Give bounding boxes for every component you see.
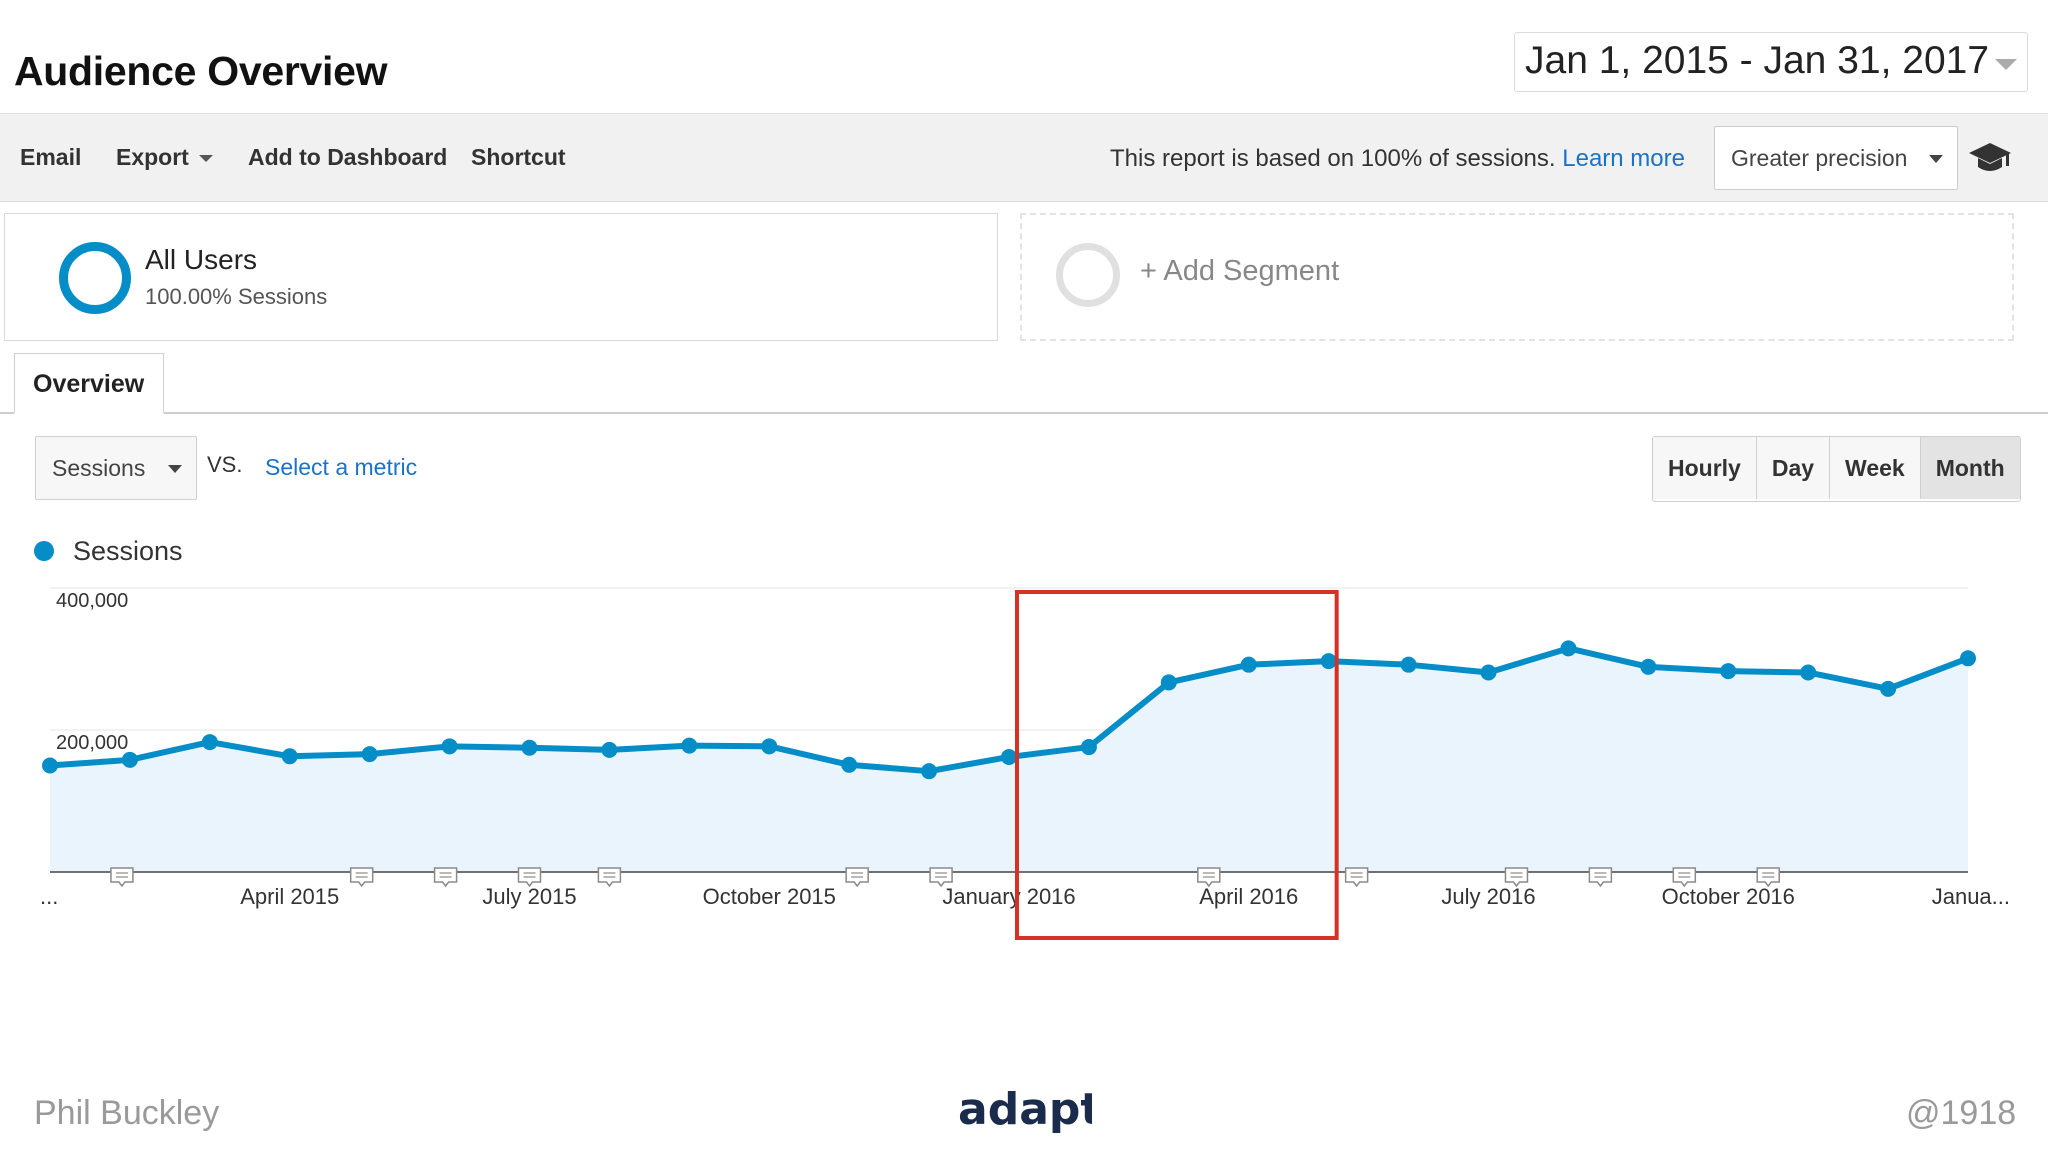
segment-sessions-percent: 100.00% Sessions: [145, 284, 328, 309]
legend-marker: [34, 541, 54, 561]
y-tick-label-1: 400,000: [56, 590, 128, 612]
page-title: Audience Overview: [14, 48, 388, 94]
sessions-chart: 200,000 400,000... April 2015 July 2015 Octo…: [40, 587, 2010, 940]
date-range-label: Jan 1, 2015 - Jan 31, 2017: [1525, 39, 1990, 82]
granularity-month-button[interactable]: Month: [1920, 437, 2020, 499]
legend-label: Sessions: [73, 536, 183, 566]
chevron-down-icon: [1995, 59, 2017, 70]
data-point-2: [201, 734, 218, 751]
email-button[interactable]: Email: [20, 144, 82, 170]
data-point-11: [921, 763, 938, 780]
granularity-hourly-button[interactable]: Hourly: [1653, 437, 1757, 499]
graduation-cap-icon[interactable]: [1968, 140, 2012, 176]
chevron-down-icon: [198, 155, 213, 163]
export-label: Export: [116, 144, 189, 170]
segment-all-users[interactable]: All Users 100.00% Sessions: [4, 213, 998, 341]
granularity-day-button[interactable]: Day: [1756, 437, 1831, 499]
annotation-icon-12[interactable]: [1756, 867, 1780, 888]
data-point-12: [1001, 748, 1017, 765]
annotation-icon-3[interactable]: [517, 867, 542, 888]
annotation-icon-1[interactable]: [349, 867, 374, 888]
data-point-18: [1480, 664, 1497, 681]
data-point-3: [281, 748, 298, 765]
sampling-text: This report is based on 100% of sessions…: [1110, 145, 1556, 172]
x-tick-label-2: July 2015: [482, 884, 576, 909]
data-point-15: [1240, 656, 1257, 673]
annotation-icon-9[interactable]: [1504, 867, 1529, 888]
x-tick-label-8: Janua...: [1932, 884, 2010, 909]
data-point-8: [681, 737, 698, 754]
data-point-14: [1160, 674, 1177, 691]
export-button[interactable]: Export: [116, 144, 213, 171]
date-range-picker[interactable]: Jan 1, 2015 - Jan 31, 2017: [1514, 32, 2028, 92]
annotation-icon-8[interactable]: [1344, 867, 1369, 888]
segment-name: All Users: [145, 244, 258, 275]
annotation-icon-0[interactable]: [110, 867, 134, 888]
data-point-13: [1080, 739, 1097, 756]
x-tick-label-3: October 2015: [703, 884, 836, 909]
annotation-icon-5[interactable]: [845, 867, 869, 888]
chevron-down-icon: [168, 465, 182, 473]
x-tick-label-0: ...: [40, 884, 58, 909]
data-point-10: [841, 756, 858, 773]
y-tick-label-0: 200,000: [56, 732, 128, 754]
annotation-icon-6[interactable]: [929, 867, 953, 888]
data-point-16: [1320, 653, 1337, 670]
data-point-23: [1880, 680, 1897, 697]
granularity-toggle: Hourly Day Week Month: [1652, 436, 2021, 502]
x-tick-label-5: April 2016: [1199, 884, 1298, 909]
metric-dropdown[interactable]: Sessions: [35, 436, 197, 500]
data-point-17: [1400, 656, 1417, 673]
data-point-9: [761, 738, 778, 755]
shortcut-button[interactable]: Shortcut: [471, 144, 566, 170]
x-tick-label-6: July 2016: [1441, 884, 1535, 909]
metric-label: Sessions: [52, 455, 146, 481]
granularity-week-button[interactable]: Week: [1830, 437, 1921, 499]
footer-handle: @1918: [1906, 1094, 2017, 1132]
data-point-6: [521, 739, 538, 756]
annotation-icon-10[interactable]: [1588, 867, 1613, 888]
adapt-logo: adapt: [958, 1084, 1092, 1135]
annotation-icon-2[interactable]: [433, 867, 458, 888]
data-point-5: [441, 738, 458, 755]
data-point-20: [1640, 658, 1657, 675]
sampling-notice: This report is based on 100% of sessions…: [1110, 145, 1685, 173]
segment-ring-icon: [59, 242, 131, 314]
x-tick-label-1: April 2015: [240, 884, 339, 909]
footer-author: Phil Buckley: [34, 1094, 220, 1132]
x-tick-label-4: January 2016: [942, 884, 1075, 909]
data-point-4: [361, 746, 378, 763]
select-metric-link[interactable]: Select a metric: [265, 454, 418, 480]
highlight-box: [1014, 590, 1339, 940]
logo-text: adapt: [958, 1084, 1092, 1135]
data-point-1: [121, 751, 138, 768]
precision-label: Greater precision: [1731, 145, 1908, 171]
x-tick-label-7: October 2016: [1662, 884, 1795, 909]
data-point-22: [1800, 664, 1817, 681]
data-point-24: [1960, 650, 1976, 667]
add-segment-label[interactable]: + Add Segment: [1140, 255, 1340, 287]
report-toolbar: Email Export Add to Dashboard Shortcut T…: [0, 113, 2048, 202]
tab-divider: [0, 412, 2048, 414]
learn-more-link[interactable]: Learn more: [1562, 145, 1685, 172]
data-point-21: [1720, 663, 1737, 680]
precision-dropdown[interactable]: Greater precision: [1714, 126, 1958, 190]
annotation-icon-11[interactable]: [1672, 867, 1697, 888]
empty-segment-ring-icon: [1056, 243, 1120, 307]
vs-label: VS.: [207, 452, 243, 477]
chevron-down-icon: [1929, 155, 1943, 163]
data-point-19: [1560, 640, 1577, 657]
tab-overview-label: Overview: [33, 370, 145, 398]
data-point-7: [601, 741, 618, 758]
data-point-0: [42, 757, 58, 774]
add-to-dashboard-button[interactable]: Add to Dashboard: [248, 144, 448, 170]
annotation-icon-7[interactable]: [1197, 867, 1221, 888]
add-segment-box[interactable]: + Add Segment: [1020, 213, 2014, 341]
tab-overview[interactable]: Overview: [14, 353, 164, 414]
annotation-icon-4[interactable]: [597, 867, 622, 888]
